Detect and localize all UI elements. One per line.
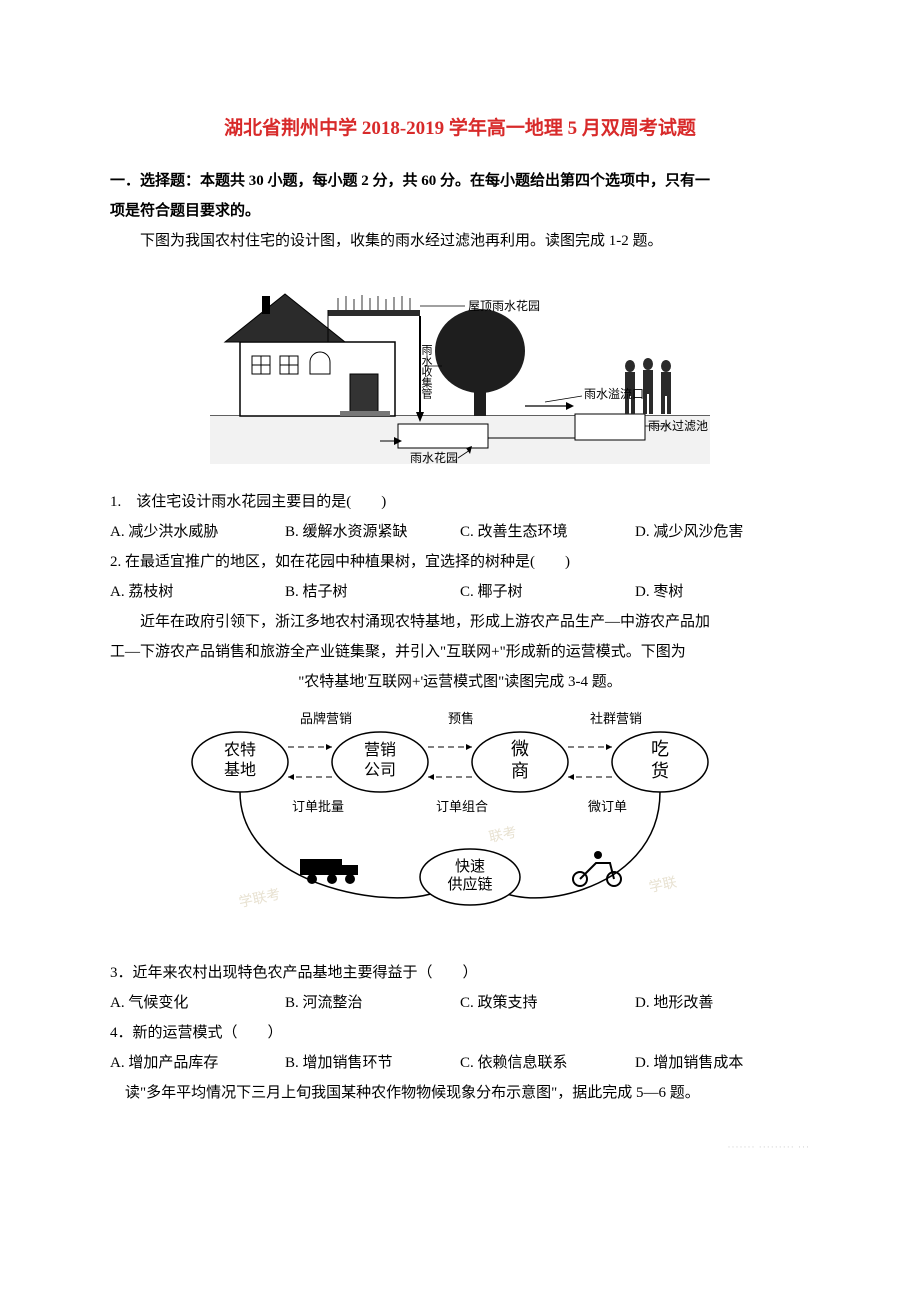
label-roof-garden: 屋顶雨水花园 — [468, 298, 540, 313]
house-diagram: 屋顶雨水花园 雨水收集管 雨水溢流口 雨水过滤池 雨水花园 — [110, 266, 810, 477]
q4-opt-a: A. 增加产品库存 — [110, 1048, 285, 1078]
q2-options: A. 荔枝树 B. 桔子树 C. 椰子树 D. 枣树 — [110, 577, 810, 607]
page-container: 湖北省荆州中学 2018-2019 学年高一地理 5 月双周考试题 一．选择题：… — [0, 0, 920, 1196]
flow-node-wei-l1: 微 — [511, 739, 529, 759]
intro-3: 读"多年平均情况下三月上旬我国某种农作物物候现象分布示意图"，据此完成 5—6 … — [110, 1078, 810, 1108]
intro-1: 下图为我国农村住宅的设计图，收集的雨水经过滤池再利用。读图完成 1-2 题。 — [110, 226, 810, 256]
truck-icon — [300, 859, 358, 884]
q2-stem: 2. 在最适宜推广的地区，如在花园中种植果树，宜选择的树种是( ) — [110, 547, 810, 577]
watermark-icon: 学联考 — [238, 887, 282, 911]
q1-options: A. 减少洪水威胁 B. 缓解水资源紧缺 C. 改善生态环境 D. 减少风沙危害 — [110, 517, 810, 547]
q4-opt-d: D. 增加销售成本 — [635, 1048, 810, 1078]
section-heading-line2: 项是符合题目要求的。 — [110, 196, 810, 226]
flow-top3: 社群营销 — [590, 711, 642, 726]
q3-options: A. 气候变化 B. 河流整治 C. 政策支持 D. 地形改善 — [110, 988, 810, 1018]
doc-title: 湖北省荆州中学 2018-2019 学年高一地理 5 月双周考试题 — [110, 110, 810, 148]
flow-diagram: 品牌营销 预售 社群营销 农特 基地 营销 公司 微 商 吃 货 — [110, 707, 810, 948]
q4-stem: 4．新的运营模式（ ） — [110, 1018, 810, 1048]
house-diagram-svg: 屋顶雨水花园 雨水收集管 雨水溢流口 雨水过滤池 雨水花园 — [210, 266, 710, 466]
q1-opt-b: B. 缓解水资源紧缺 — [285, 517, 460, 547]
q1-stem: 1. 该住宅设计雨水花园主要目的是( ) — [110, 487, 810, 517]
q3-opt-d: D. 地形改善 — [635, 988, 810, 1018]
intro-2c: "农特基地'互联网+'运营模式图"读图完成 3-4 题。 — [110, 667, 810, 697]
q1-opt-c: C. 改善生态环境 — [460, 517, 635, 547]
label-pipe: 雨水收集管 — [420, 344, 433, 400]
q2-opt-b: B. 桔子树 — [285, 577, 460, 607]
watermark-icon: 学联 — [648, 874, 679, 895]
q4-opt-c: C. 依赖信息联系 — [460, 1048, 635, 1078]
flow-bot1: 订单批量 — [292, 799, 344, 814]
q2-opt-a: A. 荔枝树 — [110, 577, 285, 607]
q4-options: A. 增加产品库存 B. 增加销售环节 C. 依赖信息联系 D. 增加销售成本 — [110, 1048, 810, 1078]
q4-opt-b: B. 增加销售环节 — [285, 1048, 460, 1078]
flow-bot3: 微订单 — [588, 799, 627, 814]
flow-node-base-l1: 农特 — [224, 741, 256, 759]
flow-node-wei-l2: 商 — [511, 761, 529, 781]
label-overflow: 雨水溢流口 — [584, 387, 644, 401]
flow-node-chi-l1: 吃 — [651, 739, 669, 759]
q2-opt-d: D. 枣树 — [635, 577, 810, 607]
watermark-icon: 联考 — [488, 824, 519, 845]
q3-opt-a: A. 气候变化 — [110, 988, 285, 1018]
flow-bot2: 订单组合 — [436, 799, 488, 814]
flow-node-marketing-l1: 营销 — [364, 741, 396, 759]
flow-top2: 预售 — [448, 711, 474, 726]
q1-opt-a: A. 减少洪水威胁 — [110, 517, 285, 547]
flow-node-marketing-l2: 公司 — [364, 762, 396, 779]
intro-2a: 近年在政府引领下，浙江多地农村涌现农特基地，形成上游农产品生产—中游农产品加 — [110, 607, 810, 637]
q3-opt-b: B. 河流整治 — [285, 988, 460, 1018]
scooter-icon — [573, 851, 621, 886]
label-filter: 雨水过滤池 — [648, 419, 708, 433]
footer-dots: ······· ········· ··· — [110, 1138, 810, 1156]
q3-opt-c: C. 政策支持 — [460, 988, 635, 1018]
q1-opt-d: D. 减少风沙危害 — [635, 517, 810, 547]
flow-node-base-l2: 基地 — [224, 761, 256, 779]
q3-stem: 3．近年来农村出现特色农产品基地主要得益于（ ） — [110, 958, 810, 988]
q2-opt-c: C. 椰子树 — [460, 577, 635, 607]
flow-node-supply-l1: 快速 — [455, 858, 485, 875]
label-rain-garden: 雨水花园 — [410, 450, 458, 465]
flow-node-supply-l2: 供应链 — [447, 875, 492, 893]
flow-node-chi-l2: 货 — [651, 761, 669, 781]
intro-2b: 工—下游农产品销售和旅游全产业链集聚，并引入"互联网+"形成新的运营模式。下图为 — [110, 637, 810, 667]
flow-top1: 品牌营销 — [300, 711, 352, 726]
section-heading-line1: 一．选择题：本题共 30 小题，每小题 2 分，共 60 分。在每小题给出第四个… — [110, 166, 810, 196]
flow-diagram-svg: 品牌营销 预售 社群营销 农特 基地 营销 公司 微 商 吃 货 — [180, 707, 740, 937]
